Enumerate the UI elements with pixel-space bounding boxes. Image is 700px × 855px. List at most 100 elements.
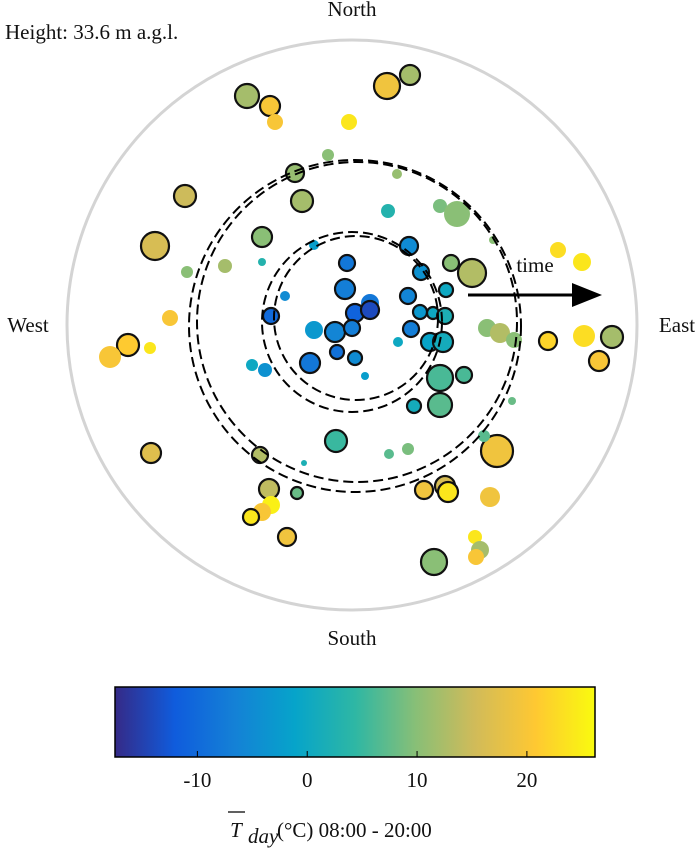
point: [413, 479, 435, 501]
point: [398, 63, 422, 87]
colorbar-label: (°C) 08:00 - 20:00: [277, 818, 432, 842]
direction-label: North: [328, 0, 377, 21]
point: [398, 286, 418, 306]
height-label: Height: 33.6 m a.g.l.: [5, 20, 178, 44]
point: [346, 349, 364, 367]
colorbar: [114, 686, 596, 758]
point: [333, 277, 357, 301]
point: [305, 321, 323, 339]
point: [479, 433, 515, 469]
dashed-circle: [261, 231, 443, 413]
point: [454, 365, 474, 385]
point: [361, 372, 369, 380]
colorbar-tick-label: 10: [407, 768, 428, 792]
outer-circle: [65, 38, 639, 612]
point: [246, 359, 258, 371]
point: [341, 114, 357, 130]
point: [144, 342, 156, 354]
point: [218, 259, 232, 273]
point: [301, 460, 307, 466]
point: [250, 445, 270, 465]
point: [381, 204, 395, 218]
point: [342, 318, 362, 338]
point: [480, 487, 500, 507]
point: [258, 258, 266, 266]
point: [280, 291, 290, 301]
point: [298, 351, 322, 375]
point: [490, 323, 510, 343]
direction-label: South: [327, 626, 377, 650]
point: [441, 253, 461, 273]
point: [433, 199, 447, 213]
point: [573, 253, 591, 271]
point: [181, 266, 193, 278]
point: [401, 319, 421, 339]
point: [506, 332, 522, 348]
direction-label: East: [659, 313, 695, 337]
dashed-circle: [188, 159, 522, 493]
point: [384, 449, 394, 459]
point: [323, 428, 349, 454]
point: [411, 303, 429, 321]
point: [250, 225, 274, 249]
point: [444, 201, 470, 227]
point: [267, 114, 283, 130]
point: [172, 183, 198, 209]
point: [587, 349, 611, 373]
point: [289, 188, 315, 214]
point: [478, 430, 490, 442]
point: [233, 82, 261, 110]
colorbar-symbol: T: [230, 818, 243, 842]
point: [402, 443, 414, 455]
dashed-circle: [273, 235, 439, 401]
colorbar-tick-label: -10: [183, 768, 211, 792]
point: [139, 441, 163, 465]
point: [468, 549, 484, 565]
point: [359, 299, 381, 321]
point: [468, 530, 482, 544]
point: [241, 507, 261, 527]
point: [258, 94, 282, 118]
point: [419, 547, 449, 577]
point: [322, 149, 334, 161]
point: [431, 330, 455, 354]
point: [550, 242, 566, 258]
point: [437, 281, 455, 299]
point: [323, 320, 347, 344]
point: [537, 330, 559, 352]
point: [393, 337, 403, 347]
point: [436, 480, 460, 504]
colorbar-ticks: -10 0 10 20: [183, 751, 537, 792]
point: [115, 332, 141, 358]
direction-label: West: [7, 313, 49, 337]
point: [392, 169, 402, 179]
point: [258, 363, 272, 377]
point: [99, 346, 121, 368]
colorbar-subscript: day: [248, 824, 279, 848]
colorbar-tick-label: 20: [516, 768, 537, 792]
point: [139, 230, 171, 262]
point: [508, 397, 516, 405]
point: [573, 325, 595, 347]
colorbar-tick-label: 0: [302, 768, 313, 792]
point: [426, 391, 454, 419]
point: [435, 306, 455, 326]
point: [276, 526, 298, 548]
dashed-circles: [188, 159, 522, 493]
point: [162, 310, 178, 326]
point: [289, 485, 305, 501]
point: [372, 71, 402, 101]
dashed-circle: [196, 161, 518, 483]
arrow-label: time: [516, 253, 553, 277]
points: [99, 63, 625, 577]
point: [599, 324, 625, 350]
point: [337, 253, 357, 273]
point: [405, 397, 423, 415]
point: [328, 343, 346, 361]
point: [257, 477, 281, 501]
point: [261, 306, 281, 326]
point: [456, 257, 488, 289]
point: [425, 363, 455, 393]
